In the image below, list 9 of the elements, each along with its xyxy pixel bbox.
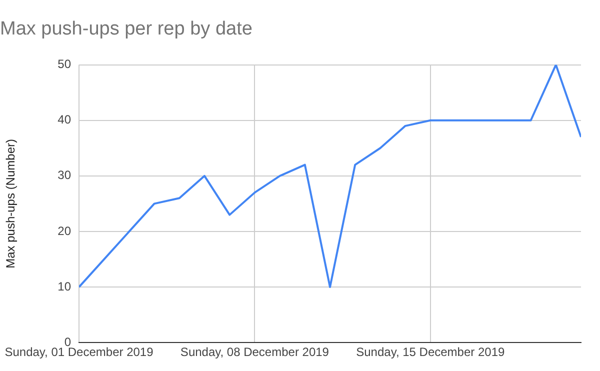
y-tick-label: 30 <box>58 168 72 182</box>
y-tick-label: 20 <box>58 224 72 238</box>
y-axis-title: Max push-ups (Number) <box>4 139 18 268</box>
x-tick-label: Sunday, 15 December 2019 <box>356 345 505 360</box>
chart-title: Max push-ups per rep by date <box>0 18 252 40</box>
y-tick-label: 10 <box>58 279 72 294</box>
y-tick-label: 40 <box>58 112 72 127</box>
x-tick-label: Sunday, 08 December 2019 <box>180 345 330 360</box>
y-tick-label: 50 <box>58 57 72 72</box>
